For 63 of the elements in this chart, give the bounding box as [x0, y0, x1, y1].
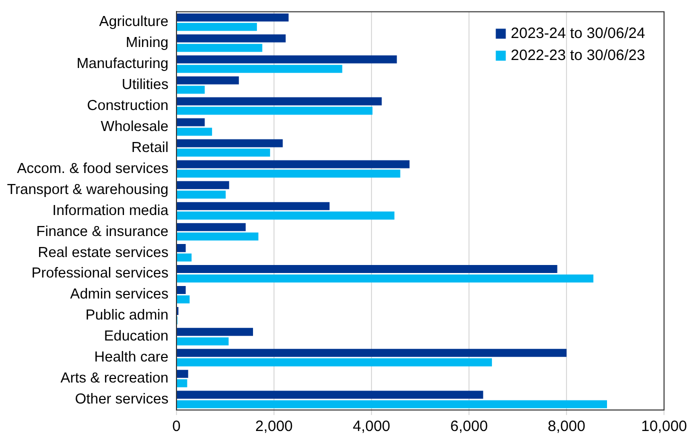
y-tick-label: Utilities [122, 77, 168, 94]
bar [176, 106, 372, 115]
bar [176, 244, 186, 252]
bar [176, 139, 283, 148]
y-tick-label: Agriculture [99, 14, 168, 30]
bar [176, 274, 594, 282]
bar [176, 265, 558, 274]
y-tick-label: Arts & recreation [60, 370, 168, 387]
y-tick-label: Public admin [85, 308, 168, 324]
y-tick-label: Accom. & food services [16, 160, 168, 177]
bar [176, 44, 262, 52]
bar [176, 379, 188, 388]
y-tick-label: Wholesale [100, 118, 168, 135]
x-tick-label: 2,000 [255, 418, 293, 436]
bar [176, 118, 205, 126]
y-tick-label: Construction [87, 98, 168, 114]
bar [176, 337, 229, 346]
y-tick-label: Retail [131, 140, 168, 156]
y-tick-label: Manufacturing [76, 56, 168, 72]
legend-label: 2023-24 to 30/06/24 [510, 24, 646, 42]
bar [176, 22, 257, 31]
bar [176, 202, 330, 210]
y-tick-label: Health care [94, 350, 168, 366]
y-tick-label: Finance & insurance [36, 224, 168, 240]
x-tick-label: 10,000 [641, 418, 688, 436]
y-tick-label: Education [104, 328, 168, 345]
bar [176, 170, 400, 178]
bar [176, 160, 410, 168]
y-tick-label: Information media [52, 202, 170, 219]
x-tick-label: 0 [172, 418, 181, 436]
y-tick-label: Professional services [31, 266, 168, 282]
y-tick-label: Real estate services [38, 244, 168, 261]
y-tick-label: Mining [126, 35, 168, 52]
bar [176, 128, 212, 136]
bar [176, 253, 192, 262]
bar [176, 190, 226, 199]
bar [176, 86, 205, 94]
bar [176, 328, 254, 336]
bar [176, 97, 382, 106]
bar [176, 76, 239, 84]
y-tick-label: Other services [74, 392, 168, 408]
bar [176, 286, 186, 294]
bar [176, 358, 492, 366]
legend-label: 2022-23 to 30/06/23 [510, 46, 646, 64]
bar [176, 223, 246, 232]
bar [176, 55, 397, 64]
bar [176, 181, 230, 190]
bar [176, 370, 188, 378]
y-tick-label: Admin services [70, 286, 168, 303]
bar [176, 34, 286, 42]
bar [176, 64, 342, 73]
bar [176, 400, 608, 408]
bar [176, 13, 289, 22]
bar [176, 348, 567, 357]
x-tick-label: 4,000 [352, 418, 390, 436]
bar [176, 148, 270, 157]
bar [176, 295, 190, 304]
bar [176, 212, 394, 220]
bar [176, 232, 258, 241]
x-tick-label: 6,000 [450, 418, 488, 436]
y-tick-label: Transport & warehousing [6, 182, 168, 198]
x-tick-label: 8,000 [548, 418, 586, 436]
bar [176, 390, 484, 399]
